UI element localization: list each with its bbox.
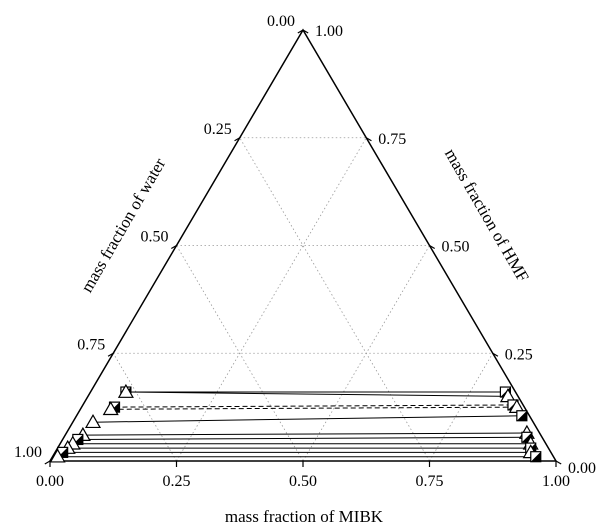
tie-line-10-mibk-end-half-square — [530, 451, 542, 463]
bottom-tick-label: 0.00 — [36, 473, 64, 490]
grid-line-mibk — [176, 137, 367, 462]
left-axis-title: mass fraction of water — [77, 155, 169, 296]
tie-line-2 — [114, 404, 513, 408]
right-tick — [492, 352, 499, 357]
right-tick — [429, 244, 435, 250]
right-tick-label: 0.25 — [505, 346, 533, 363]
tie-line-6 — [77, 436, 527, 440]
tie-lines-layer — [57, 391, 536, 458]
grid-line-mibk — [429, 353, 494, 462]
right-tick — [365, 137, 372, 142]
tie-line-3-water-end-triangle — [102, 401, 119, 416]
markers-layer — [49, 383, 542, 463]
right-axis-title: mass fraction of HMF — [441, 145, 533, 285]
left-tick — [297, 29, 304, 34]
left-tick — [107, 352, 114, 357]
bottom-tick-label: 0.50 — [289, 473, 317, 490]
left-tick-label: 0.00 — [267, 13, 295, 30]
left-tick — [44, 460, 51, 465]
tie-line-4 — [93, 415, 522, 423]
tie-line-10-mibk-end-square-fill — [530, 451, 541, 462]
right-tick-label: 0.50 — [442, 239, 470, 256]
left-tick — [234, 137, 241, 142]
left-tick-label: 0.25 — [204, 121, 232, 138]
left-tick-label: 0.75 — [77, 336, 105, 353]
ticks-layer: 0.00 0.00 0.00 0.25 0.25 0.25 0.50 0.50 0.50 0.75… — [14, 13, 596, 490]
right-tick — [302, 29, 309, 34]
grid-line-mibk — [302, 245, 430, 462]
tie-line-4-mibk-end-half-square — [516, 410, 528, 422]
left-tick-label: 0.50 — [141, 229, 169, 246]
left-tick — [171, 244, 177, 250]
grid-line-water — [112, 353, 177, 462]
left-tick-label: 1.00 — [14, 444, 42, 461]
grid-layer — [112, 137, 494, 462]
tie-line-1-water-end-triangle — [117, 383, 134, 398]
tie-line-5 — [82, 432, 527, 436]
right-tick — [555, 460, 562, 465]
tie-line-3 — [110, 406, 517, 410]
bottom-axis-title: mass fraction of MIBK — [225, 507, 384, 526]
right-tick-label: 1.00 — [315, 23, 343, 40]
grid-line-water — [176, 245, 304, 462]
tie-line-1 — [125, 391, 508, 397]
bottom-tick-label: 0.25 — [163, 473, 191, 490]
tie-line-4-mibk-end-square-fill — [516, 410, 527, 421]
right-tick-label: 0.75 — [378, 131, 406, 148]
bottom-tick-label: 1.00 — [542, 473, 570, 490]
grid-line-water — [239, 137, 430, 462]
tie-line-10-water-end-triangle — [49, 448, 66, 463]
right-tick-label: 0.00 — [568, 460, 596, 477]
bottom-tick-label: 0.75 — [416, 473, 444, 490]
tie-line-4-water-end-triangle — [84, 414, 102, 429]
